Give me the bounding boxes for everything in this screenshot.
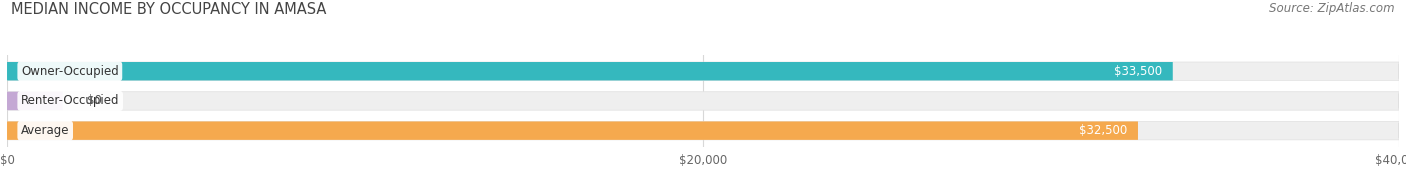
Text: $0: $0: [87, 94, 103, 107]
FancyBboxPatch shape: [7, 122, 1137, 140]
FancyBboxPatch shape: [7, 62, 1173, 80]
FancyBboxPatch shape: [7, 92, 1399, 110]
Text: Source: ZipAtlas.com: Source: ZipAtlas.com: [1270, 2, 1395, 15]
Text: $33,500: $33,500: [1114, 65, 1163, 78]
Text: Owner-Occupied: Owner-Occupied: [21, 65, 118, 78]
FancyBboxPatch shape: [7, 92, 63, 110]
Text: Average: Average: [21, 124, 69, 137]
Text: Renter-Occupied: Renter-Occupied: [21, 94, 120, 107]
Text: $32,500: $32,500: [1080, 124, 1128, 137]
Text: MEDIAN INCOME BY OCCUPANCY IN AMASA: MEDIAN INCOME BY OCCUPANCY IN AMASA: [11, 2, 326, 17]
FancyBboxPatch shape: [7, 62, 1399, 80]
FancyBboxPatch shape: [7, 122, 1399, 140]
